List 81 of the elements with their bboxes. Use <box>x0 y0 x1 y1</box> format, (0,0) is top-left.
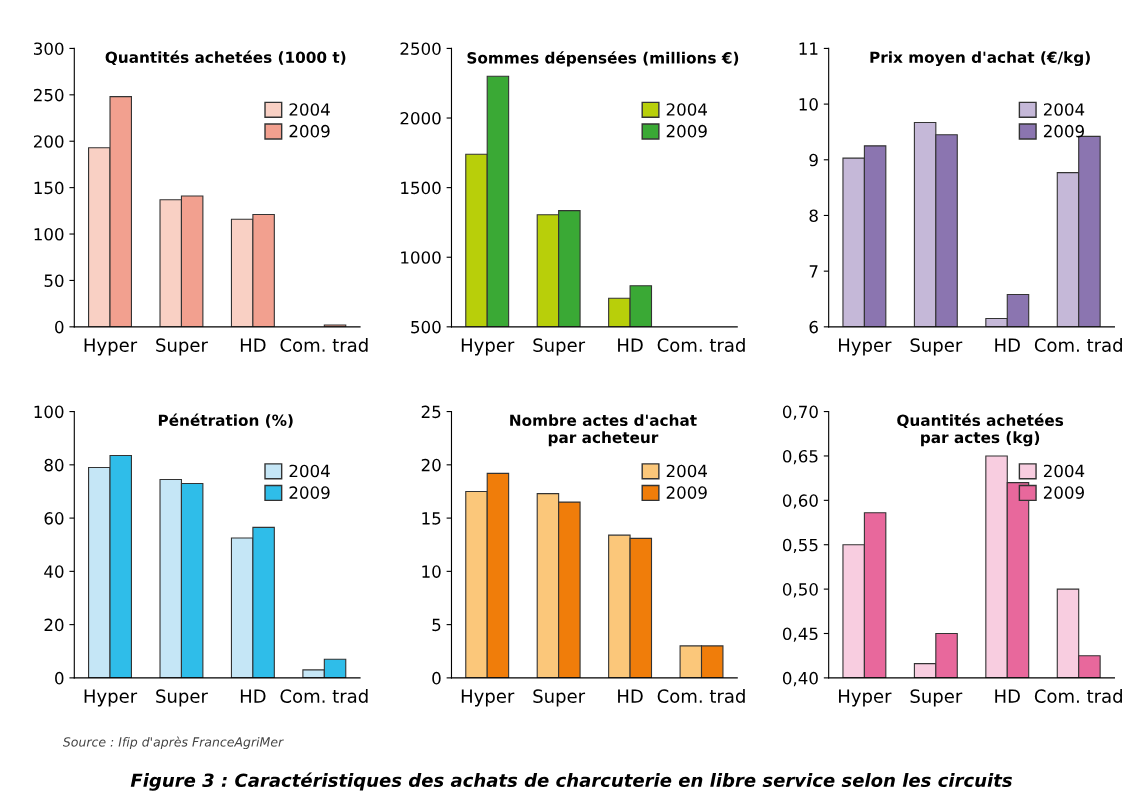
y-tick-label: 0,60 <box>782 494 818 509</box>
y-tick-label: 20 <box>44 618 64 632</box>
y-tick-label: 5 <box>432 618 441 632</box>
y-tick-label: 7 <box>809 265 818 278</box>
y-tick-label: 6 <box>809 320 818 334</box>
legend-label: 2004 <box>666 464 708 478</box>
x-tick-label: Com. trad <box>657 337 745 352</box>
text: Nombre actes d'achat par acheteur <box>510 414 697 447</box>
x-tick-label: Com. trad <box>1034 688 1122 703</box>
y-tick-label: 300 <box>34 42 64 55</box>
y-tick-label: 2000 <box>400 111 441 125</box>
y-tick-label: 15 <box>422 512 441 525</box>
y-tick-label: 10 <box>799 98 818 111</box>
y-tick-label: 500 <box>411 320 441 334</box>
y-tick-label: 11 <box>799 42 818 55</box>
legend-label: 2004 <box>1043 464 1085 478</box>
x-tick-label: Hyper <box>839 689 892 707</box>
y-tick-label: 0 <box>432 671 441 685</box>
text: Quantités achetées par actes (kg) <box>897 413 1064 447</box>
y-tick-label: 0,50 <box>782 583 818 598</box>
legend-label: 2004 <box>289 103 330 116</box>
x-tick-label: Super <box>156 689 208 707</box>
y-tick-label: 0,55 <box>782 538 818 553</box>
y-tick-label: 150 <box>34 181 64 195</box>
legend-label: 2009 <box>1043 124 1084 138</box>
x-tick-label: Super <box>533 338 586 356</box>
y-tick-label: 40 <box>44 565 64 578</box>
x-tick-label: HD <box>995 689 1020 703</box>
y-tick-label: 250 <box>33 88 64 102</box>
y-tick-label: 9 <box>809 153 818 167</box>
y-tick-label: 0,70 <box>782 405 818 420</box>
legend-label: 2009 <box>289 486 330 499</box>
x-tick-label: Com. trad <box>280 688 368 703</box>
y-tick-label: 1000 <box>401 251 441 264</box>
x-tick-label: HD <box>240 689 266 703</box>
legend-label: 2004 <box>1043 103 1085 116</box>
x-tick-label: Hyper <box>461 689 515 707</box>
y-tick-label: 20 <box>421 458 441 472</box>
x-tick-label: Com. trad <box>280 337 368 352</box>
y-tick-label: 2500 <box>400 42 441 55</box>
x-tick-label: Com. trad <box>657 688 745 703</box>
y-tick-label: 0,65 <box>782 449 818 465</box>
y-tick-label: 10 <box>422 565 441 578</box>
x-tick-label: Super <box>533 689 586 707</box>
x-tick-label: Com. trad <box>1034 337 1122 352</box>
y-tick-label: 200 <box>33 135 64 148</box>
x-tick-label: Hyper <box>84 689 138 707</box>
y-tick-label: 100 <box>34 227 64 241</box>
y-tick-label: 50 <box>44 274 64 287</box>
caption: Figure 3 : Caractéristiques des achats de charcuterie en libre service selon les circuits <box>130 772 1012 791</box>
x-tick-label: HD <box>618 689 643 703</box>
y-tick-label: 0,45 <box>782 627 818 642</box>
legend-label: 2009 <box>289 124 330 138</box>
y-tick-label: 8 <box>809 209 818 223</box>
legend-label: 2004 <box>289 464 330 478</box>
y-tick-label: 0 <box>55 671 64 685</box>
chart-title: Prix moyen d'achat (€/kg) <box>870 51 1090 67</box>
chart-title: Pénétration (%) <box>158 413 293 428</box>
y-tick-label: 1500 <box>401 181 441 195</box>
chart-title: Sommes dépensées (millions €) <box>467 51 739 67</box>
x-tick-label: Super <box>910 338 963 356</box>
x-tick-label: HD <box>240 338 266 352</box>
x-tick-label: Hyper <box>84 338 138 356</box>
x-tick-label: Hyper <box>839 338 892 356</box>
y-tick-label: 60 <box>44 512 64 525</box>
x-tick-label: Super <box>910 689 963 707</box>
x-tick-label: Hyper <box>461 338 515 356</box>
chart-title: Quantités achetées (1000 t) <box>105 50 346 66</box>
x-tick-label: Super <box>156 338 208 356</box>
y-tick-label: 100 <box>34 405 64 419</box>
source-note: Source : Ifip d'après FranceAgriMer <box>62 736 284 750</box>
y-tick-label: 0 <box>55 320 64 334</box>
x-tick-label: HD <box>618 338 643 352</box>
legend-label: 2004 <box>666 103 708 116</box>
legend-label: 2009 <box>666 124 707 138</box>
legend-label: 2009 <box>1043 486 1084 499</box>
x-tick-label: HD <box>995 338 1020 352</box>
y-tick-label: 25 <box>421 405 441 419</box>
y-tick-label: 80 <box>44 458 64 472</box>
y-tick-label: 0,40 <box>782 671 818 687</box>
legend-label: 2009 <box>666 486 707 499</box>
